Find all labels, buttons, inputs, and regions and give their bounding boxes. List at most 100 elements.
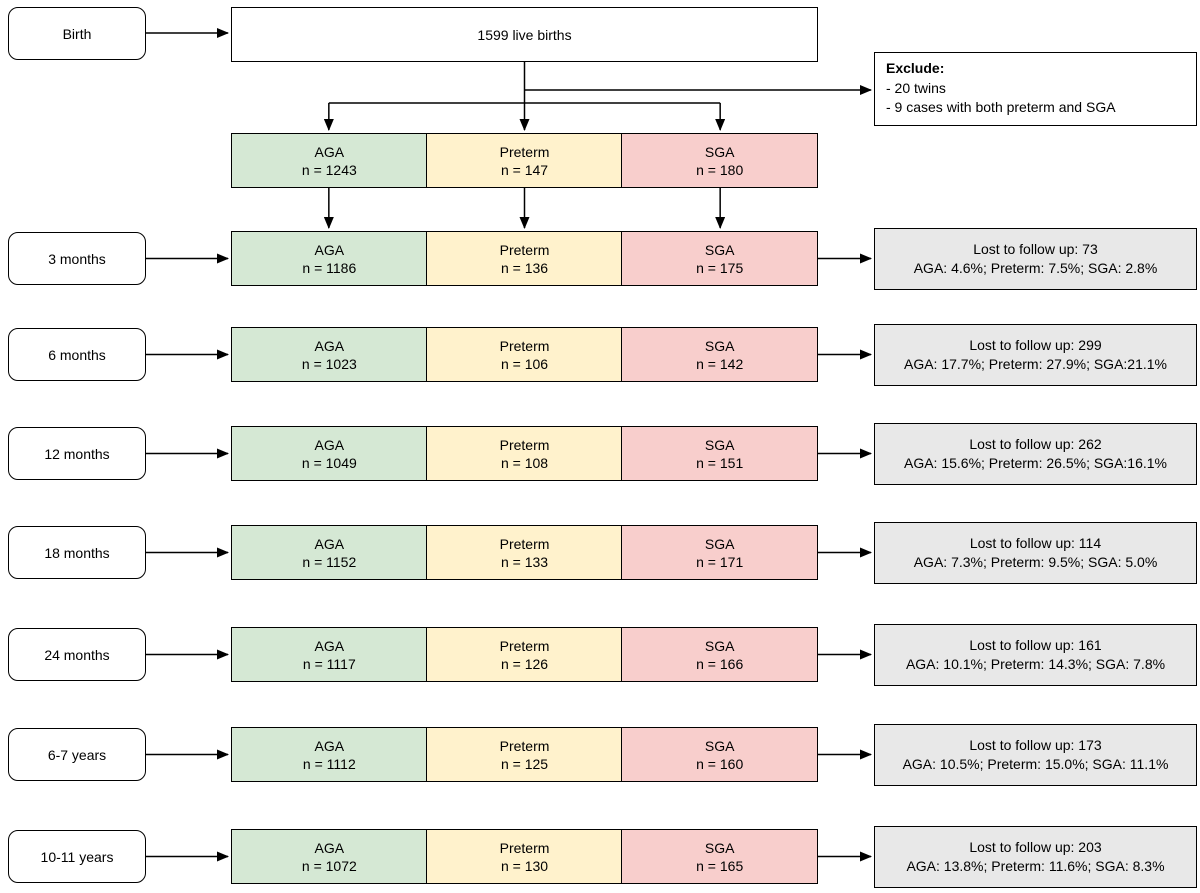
group-count: n = 108 — [500, 454, 549, 471]
group-name: SGA — [704, 436, 735, 453]
group-cell-aga-12-months: AGA n = 1049 — [231, 426, 428, 481]
group-count: n = 126 — [500, 655, 549, 672]
exclude-heading: Exclude: — [886, 60, 945, 76]
group-cell-preterm-3-months: Preterm n = 136 — [426, 231, 623, 286]
timepoint-label-box-12-months: 12 months — [8, 427, 146, 480]
group-cell-preterm-18-months: Preterm n = 133 — [426, 525, 623, 580]
lost-count-line: Lost to follow up: 262 — [969, 435, 1102, 452]
group-row-baseline: AGA n = 1243 Preterm n = 147 SGA n = 180 — [231, 133, 819, 188]
group-row-10-11-years: AGA n = 1072 Preterm n = 130 SGA n = 165 — [231, 829, 819, 884]
group-cell-aga-6-7-years: AGA n = 1112 — [231, 727, 428, 782]
exclude-box: Exclude: - 20 twins - 9 cases with both … — [874, 52, 1197, 126]
timepoint-label: 3 months — [48, 250, 106, 267]
group-row-3-months: AGA n = 1186 Preterm n = 136 SGA n = 175 — [231, 231, 819, 286]
group-cell-sga-18-months: SGA n = 171 — [621, 525, 819, 580]
group-cell-aga-10-11-years: AGA n = 1072 — [231, 829, 428, 884]
lost-count-line: Lost to follow up: 73 — [973, 240, 1098, 257]
group-cell-preterm-6-7-years: Preterm n = 125 — [426, 727, 623, 782]
group-count: n = 165 — [696, 857, 744, 874]
group-count: n = 171 — [696, 553, 744, 570]
group-name: SGA — [704, 535, 735, 552]
group-name: AGA — [314, 637, 345, 654]
group-count: n = 1152 — [302, 553, 357, 570]
group-cell-preterm-6-months: Preterm n = 106 — [426, 327, 623, 382]
lost-count-line: Lost to follow up: 299 — [969, 336, 1102, 353]
lost-to-follow-up-box-12-months: Lost to follow up: 262 AGA: 15.6%; Preter… — [874, 422, 1197, 485]
group-name: Preterm — [499, 737, 550, 754]
lost-percent-line: AGA: 4.6%; Preterm: 7.5%; SGA: 2.8% — [913, 259, 1158, 276]
group-name: SGA — [704, 737, 735, 754]
group-name: SGA — [704, 839, 735, 856]
group-row-18-months: AGA n = 1152 Preterm n = 133 SGA n = 171 — [231, 525, 819, 580]
lost-percent-line: AGA: 17.7%; Preterm: 27.9%; SGA:21.1% — [903, 355, 1167, 372]
lost-to-follow-up-box-6-7-years: Lost to follow up: 173 AGA: 10.5%; Preter… — [874, 723, 1197, 786]
lost-count-line: Lost to follow up: 203 — [969, 838, 1102, 855]
group-row-6-months: AGA n = 1023 Preterm n = 106 SGA n = 142 — [231, 327, 819, 382]
group-count: n = 133 — [500, 553, 549, 570]
group-count: n = 160 — [696, 755, 744, 772]
timepoint-label: 6 months — [48, 346, 106, 363]
timepoint-label: 6-7 years — [47, 746, 107, 763]
group-name: AGA — [314, 436, 345, 453]
timepoint-label-box-24-months: 24 months — [8, 628, 146, 681]
group-count: n = 175 — [696, 259, 744, 276]
group-name: Preterm — [499, 436, 550, 453]
group-cell-sga-24-months: SGA n = 166 — [621, 627, 819, 682]
group-cell-aga-24-months: AGA n = 1117 — [231, 627, 428, 682]
group-count: n = 147 — [500, 161, 549, 178]
group-count: n = 136 — [500, 259, 549, 276]
timepoint-label: 10-11 years — [40, 848, 114, 865]
live-births-box: 1599 live births — [231, 7, 818, 62]
group-row-6-7-years: AGA n = 1112 Preterm n = 125 SGA n = 160 — [231, 727, 819, 782]
lost-to-follow-up-box-24-months: Lost to follow up: 161 AGA: 10.1%; Preter… — [874, 623, 1197, 686]
lost-percent-line: AGA: 10.1%; Preterm: 14.3%; SGA: 7.8% — [905, 655, 1166, 672]
group-cell-preterm-12-months: Preterm n = 108 — [426, 426, 623, 481]
group-count: n = 1243 — [301, 161, 357, 178]
timepoint-label: 18 months — [44, 544, 110, 561]
group-cell-aga-18-months: AGA n = 1152 — [231, 525, 428, 580]
group-count: n = 125 — [500, 755, 549, 772]
group-name: AGA — [314, 839, 345, 856]
group-cell-aga-3-months: AGA n = 1186 — [231, 231, 428, 286]
group-name: AGA — [314, 535, 345, 552]
group-count: n = 106 — [500, 355, 549, 372]
lost-to-follow-up-box-3-months: Lost to follow up: 73 AGA: 4.6%; Preterm:… — [874, 227, 1197, 290]
group-cell-sga-baseline: SGA n = 180 — [621, 133, 819, 188]
group-count: n = 1186 — [302, 259, 357, 276]
lost-percent-line: AGA: 7.3%; Preterm: 9.5%; SGA: 5.0% — [913, 553, 1158, 570]
exclude-item-twins: - 20 twins — [886, 79, 946, 96]
group-name: Preterm — [499, 241, 550, 258]
lost-percent-line: AGA: 10.5%; Preterm: 15.0%; SGA: 11.1% — [902, 755, 1169, 772]
group-count: n = 1049 — [301, 454, 357, 471]
lost-to-follow-up-box-10-11-years: Lost to follow up: 203 AGA: 13.8%; Preter… — [874, 825, 1197, 888]
timepoint-label-box-6-months: 6 months — [8, 328, 146, 381]
group-name: AGA — [314, 737, 345, 754]
timepoint-label: 12 months — [44, 445, 110, 462]
group-name: AGA — [314, 241, 345, 258]
lost-to-follow-up-box-18-months: Lost to follow up: 114 AGA: 7.3%; Preterm… — [874, 521, 1197, 584]
lost-to-follow-up-box-6-months: Lost to follow up: 299 AGA: 17.7%; Preter… — [874, 323, 1197, 386]
lost-count-line: Lost to follow up: 173 — [969, 736, 1102, 753]
live-births-label: 1599 live births — [477, 26, 572, 43]
group-name: SGA — [704, 143, 735, 160]
group-name: Preterm — [499, 535, 550, 552]
group-name: Preterm — [499, 637, 550, 654]
group-name: Preterm — [499, 839, 550, 856]
group-count: n = 1112 — [302, 755, 356, 772]
group-cell-preterm-baseline: Preterm n = 147 — [426, 133, 623, 188]
group-name: SGA — [704, 637, 735, 654]
group-cell-preterm-10-11-years: Preterm n = 130 — [426, 829, 623, 884]
group-count: n = 180 — [696, 161, 744, 178]
timepoint-label-box-3-months: 3 months — [8, 232, 146, 285]
timepoint-label-box-10-11-years: 10-11 years — [8, 830, 146, 883]
group-count: n = 166 — [696, 655, 744, 672]
group-count: n = 142 — [696, 355, 744, 372]
group-cell-sga-6-months: SGA n = 142 — [621, 327, 819, 382]
group-row-12-months: AGA n = 1049 Preterm n = 108 SGA n = 151 — [231, 426, 819, 481]
group-cell-sga-12-months: SGA n = 151 — [621, 426, 819, 481]
group-count: n = 1117 — [302, 655, 356, 672]
group-name: SGA — [704, 241, 735, 258]
group-count: n = 1072 — [301, 857, 357, 874]
lost-percent-line: AGA: 15.6%; Preterm: 26.5%; SGA:16.1% — [903, 454, 1167, 471]
